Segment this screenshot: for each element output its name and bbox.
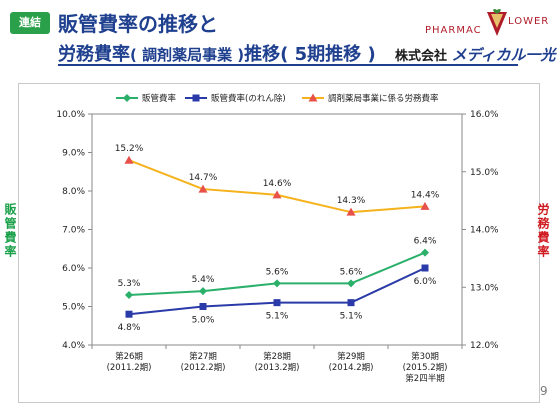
chart-panel <box>18 83 540 403</box>
x-tick-label: 第29期 <box>337 351 365 362</box>
data-point <box>125 290 133 299</box>
right-tick-label: 16.0% <box>470 110 499 120</box>
x-tick-label: (2012.2期) <box>181 363 226 373</box>
data-point <box>198 184 208 193</box>
data-point <box>420 201 430 210</box>
data-label: 14.3% <box>337 196 366 206</box>
data-point <box>273 299 281 307</box>
right-tick-label: 13.0% <box>470 283 499 293</box>
consolidated-badge: 連結 <box>10 12 50 34</box>
title-underline <box>58 64 518 66</box>
company-prefix: 株式会社 <box>395 49 448 64</box>
page-title-line1: 販管費率の推移と <box>58 12 218 36</box>
right-tick-label: 15.0% <box>470 168 499 178</box>
left-tick-label: 4.0% <box>62 341 85 351</box>
plot-area <box>91 113 463 346</box>
company-brand-name: メディカル一光 <box>451 46 556 64</box>
data-point <box>273 279 281 288</box>
company-logo: PHARMAC LOWER <box>425 8 555 42</box>
data-label: 14.7% <box>189 173 218 183</box>
legend-marker <box>192 94 200 102</box>
x-tick-label: (2014.2期) <box>329 363 374 373</box>
right-axis-title: 労務費率 <box>536 203 550 259</box>
data-label: 6.0% <box>414 277 437 287</box>
data-label: 4.8% <box>118 323 141 333</box>
data-point <box>124 155 134 164</box>
data-label: 5.0% <box>192 316 215 326</box>
right-tick-label: 12.0% <box>470 341 499 351</box>
data-point <box>199 287 207 296</box>
x-tick-label: (2013.2期) <box>255 363 300 373</box>
legend-label: 調剤薬局事業に係る労務費率 <box>328 93 439 104</box>
x-tick-label: 第30期 <box>411 351 439 362</box>
company-name: 株式会社 メディカル一光 <box>395 44 556 65</box>
legend-label: 販管費率 <box>142 93 177 104</box>
x-tick-label: 第26期 <box>115 351 143 362</box>
x-tick-label: 第2四半期 <box>405 373 444 384</box>
data-point <box>347 279 355 288</box>
page-title-line2: 労務費率( 調剤薬局事業 )推移( 5期推移 ) <box>58 40 376 66</box>
data-point <box>421 248 429 257</box>
data-point <box>272 190 282 199</box>
left-tick-label: 10.0% <box>56 110 85 120</box>
x-tick-label: 第27期 <box>189 351 217 362</box>
data-label: 14.6% <box>263 179 292 189</box>
legend-label: 販管費率(のれん除) <box>211 93 286 104</box>
data-label: 5.1% <box>340 312 363 322</box>
data-label: 6.4% <box>414 237 437 247</box>
legend-marker <box>123 94 131 102</box>
left-tick-label: 6.0% <box>62 264 85 274</box>
left-tick-label: 5.0% <box>62 303 85 313</box>
data-label: 5.6% <box>266 267 289 277</box>
data-label: 5.1% <box>266 312 289 322</box>
data-label: 5.6% <box>340 267 363 277</box>
title-part-b: ( 調剤薬局事業 ) <box>130 46 245 64</box>
left-axis-title: 販管費率 <box>3 203 17 259</box>
data-point <box>347 299 355 307</box>
right-tick-label: 14.0% <box>470 226 499 236</box>
legend-marker <box>308 93 318 102</box>
data-point <box>346 207 356 216</box>
data-point <box>125 310 133 318</box>
x-tick-label: (2015.2期) <box>403 363 448 373</box>
left-tick-label: 7.0% <box>62 226 85 236</box>
x-tick-label: (2011.2期) <box>107 363 152 373</box>
left-tick-label: 8.0% <box>62 187 85 197</box>
left-tick-label: 9.0% <box>62 149 85 159</box>
title-part-c: 推移 <box>244 44 281 65</box>
logo-text-a: PHARMAC <box>425 25 482 36</box>
data-label: 5.4% <box>192 275 215 285</box>
data-label: 14.4% <box>411 190 440 200</box>
data-label: 15.2% <box>115 144 144 154</box>
title-part-a: 労務費率 <box>58 44 130 65</box>
data-point <box>421 264 429 272</box>
x-tick-label: 第28期 <box>263 351 291 362</box>
title-part-d: ( 5期推移 ) <box>280 44 376 65</box>
logo-text-b: LOWER <box>508 16 550 27</box>
flower-logo-icon <box>487 8 507 36</box>
page-number: 9 <box>540 384 548 398</box>
data-label: 5.3% <box>118 279 141 289</box>
data-point <box>199 303 207 310</box>
